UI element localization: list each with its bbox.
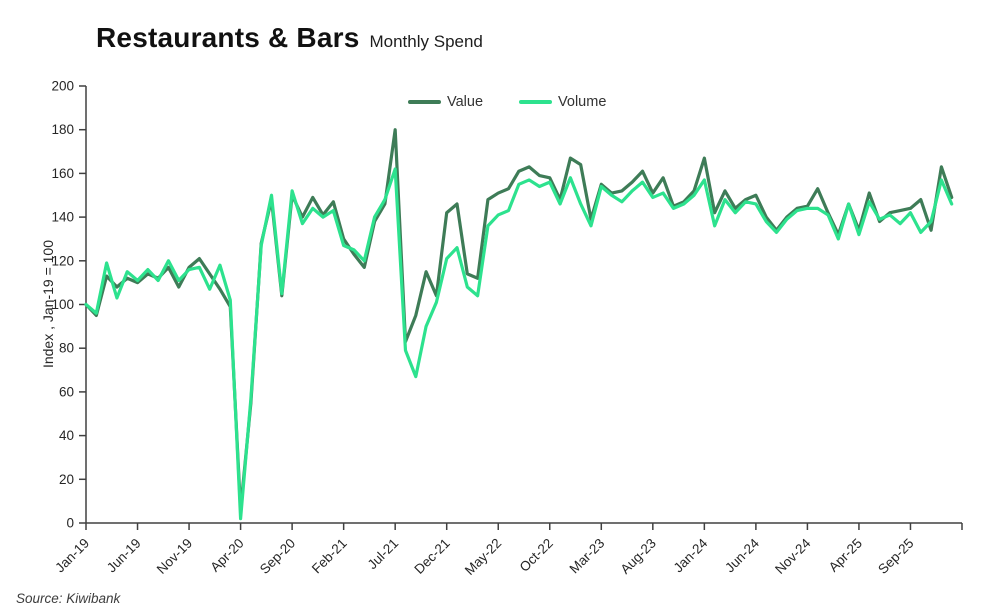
y-tick-label: 120: [51, 253, 74, 268]
chart-title: Restaurants & Bars Monthly Spend: [96, 22, 483, 54]
y-tick-label: 100: [51, 297, 74, 312]
chart-title-subtitle: Monthly Spend: [369, 32, 483, 51]
y-axis: 0 20 40 60 80 100 120 140 160 180 200: [51, 79, 86, 531]
source-note: Source: Kiwibank: [16, 591, 121, 606]
chart-title-main: Restaurants & Bars: [96, 22, 360, 53]
x-tick-label: Dec-21: [411, 536, 452, 577]
y-tick-label: 40: [59, 428, 74, 443]
x-tick-label: Feb-21: [309, 536, 350, 577]
x-tick-label: Jun-24: [722, 535, 762, 575]
volume-line-swatch: [519, 100, 553, 104]
x-tick-label: Nov-24: [772, 535, 814, 577]
y-tick-label: 60: [59, 384, 74, 399]
legend-item-volume: Volume: [519, 94, 606, 110]
y-axis-title: Index , Jan-19 = 100: [40, 239, 56, 369]
value-line-swatch: [408, 100, 441, 104]
x-tick-label: Apr-25: [826, 536, 865, 575]
x-tick-label: Jan-24: [671, 535, 711, 575]
y-tick-label: 140: [51, 210, 74, 225]
x-tick-label: Sep-20: [257, 536, 298, 577]
x-tick-label: Jan-19: [52, 536, 92, 576]
x-tick-label: Jul-21: [365, 536, 402, 573]
y-tick-label: 160: [51, 166, 74, 181]
y-tick-label: 80: [59, 341, 74, 356]
x-tick-label: Sep-25: [875, 536, 916, 577]
series-line-volume: [84, 167, 954, 521]
x-tick-label: Mar-23: [567, 536, 608, 577]
chart-legend: Value Volume: [408, 94, 606, 110]
y-tick-label: 180: [51, 122, 74, 137]
legend-item-value: Value: [408, 94, 483, 110]
y-tick-label: 20: [59, 472, 74, 487]
x-axis: Jan-19 Jun-19 Nov-19 Apr-20 Sep-20 Feb-21 Jul-…: [52, 523, 963, 578]
x-tick-label: Oct-22: [517, 536, 556, 575]
x-tick-label: Nov-19: [154, 536, 195, 577]
x-tick-label: Aug-23: [618, 536, 659, 577]
x-tick-label: May-22: [462, 536, 504, 578]
y-tick-label: 200: [51, 79, 74, 94]
y-tick-label: 0: [66, 516, 74, 531]
x-tick-label: Apr-20: [207, 536, 246, 575]
legend-label-volume: Volume: [558, 94, 607, 110]
legend-label-value: Value: [447, 94, 484, 110]
x-tick-label: Jun-19: [104, 536, 144, 576]
